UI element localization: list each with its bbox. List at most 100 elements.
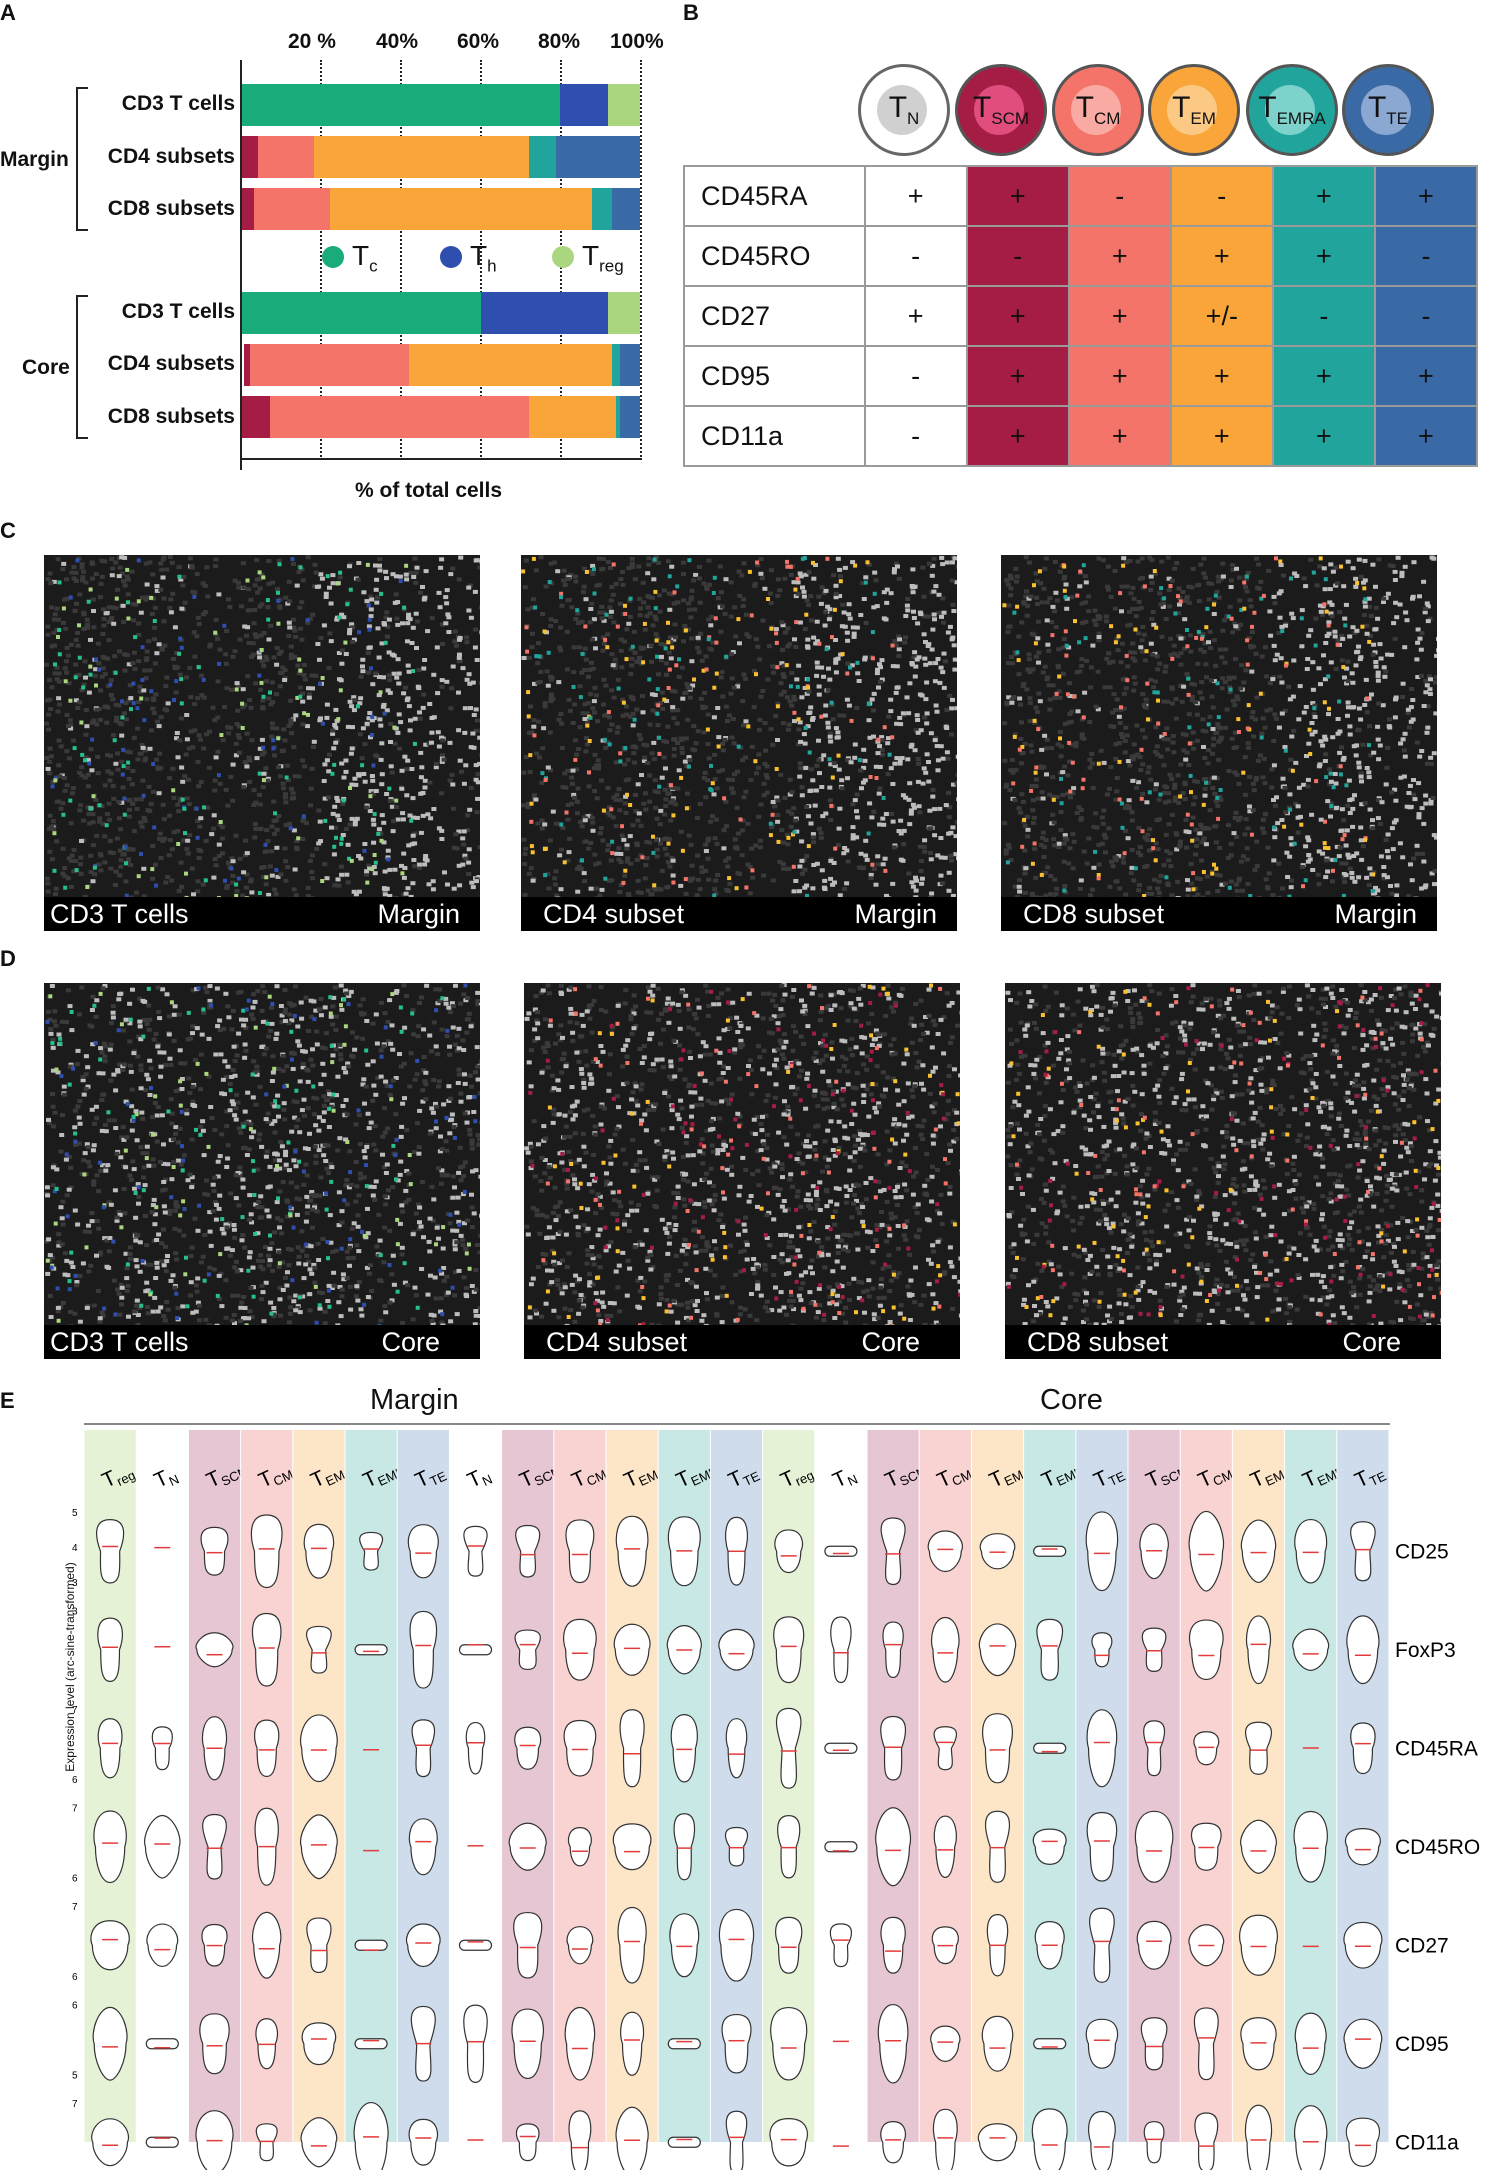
bar-segment-tte	[620, 344, 640, 386]
violin	[1188, 1619, 1224, 1681]
violin-y-tick: 3	[72, 1607, 78, 1618]
micrograph-cd4-core: CD4 subset Core	[524, 983, 960, 1359]
violin	[877, 2003, 909, 2084]
gridline-100	[640, 60, 642, 460]
bar-segment-temra	[612, 344, 621, 386]
violin	[667, 2038, 701, 2050]
row-label-margin-cd8: CD8 subsets	[107, 197, 235, 220]
violin	[617, 1906, 647, 1984]
violin-y-tick: 7	[72, 2099, 78, 2110]
marker-table: CD45RA + + - - + + CD45RO - - + + + - CD27 + + + +/- - - CD95…	[683, 165, 1479, 467]
micrograph-cd8-core: CD8 subset Core	[1005, 983, 1441, 1359]
violin	[1240, 2017, 1277, 2071]
marker-cell: -	[863, 345, 968, 407]
marker-name: CD27	[683, 285, 866, 347]
violin	[1245, 1615, 1272, 1685]
violin	[1091, 1632, 1113, 1668]
violin	[255, 2018, 279, 2070]
violin	[1294, 2105, 1328, 2170]
violin	[725, 1718, 748, 1779]
bar-segment-tte	[612, 188, 640, 230]
subset-circle-inner	[1265, 85, 1315, 135]
violin	[829, 1923, 853, 1968]
row-label-core-cd3: CD3 T cells	[121, 300, 235, 323]
marker-cell: +	[1067, 405, 1172, 467]
marker-cell: +	[1373, 345, 1479, 407]
violin	[463, 1525, 488, 1577]
micrograph-caption: CD8 subset Core	[1005, 1325, 1441, 1359]
violin	[354, 1644, 388, 1656]
violin-y-tick: 5	[72, 2071, 78, 2082]
violin	[1085, 1511, 1119, 1592]
violin	[1139, 1523, 1169, 1580]
bar-segment-tcm	[253, 188, 330, 230]
row-label-core-cd8: CD8 subsets	[107, 405, 235, 428]
violin-y-tick: 7	[72, 1804, 78, 1815]
violin	[824, 1841, 858, 1853]
bar-margin-cd3	[242, 84, 640, 126]
core-group-line	[762, 1423, 1390, 1425]
marker-cell: +	[863, 165, 968, 227]
micrograph-cd3-core: CD3 T cells Core	[44, 983, 480, 1359]
bar-segment-tcm	[257, 136, 314, 178]
violin	[97, 1718, 123, 1779]
violin	[299, 1814, 338, 1880]
violin	[670, 1713, 698, 1783]
bar-segment-temra	[616, 396, 621, 438]
violin	[306, 1917, 332, 1974]
marker-cell: +	[1271, 165, 1376, 227]
violin-y-tick: 6	[72, 2001, 78, 2012]
violin	[91, 2118, 130, 2167]
violin	[666, 1625, 702, 1675]
legend-dot-tc	[322, 246, 344, 268]
violin	[354, 1939, 388, 1951]
micrograph-cd3-margin: CD3 T cells Margin	[44, 555, 480, 931]
violin	[563, 1719, 597, 1777]
subset-circle-label: TN	[888, 91, 920, 128]
violin-y-tick: 7	[72, 1902, 78, 1913]
violin	[615, 1515, 649, 1587]
violin	[930, 2025, 961, 2062]
violin	[1244, 1721, 1273, 1775]
violin	[405, 1923, 441, 1968]
violin	[566, 1926, 594, 1965]
violin	[824, 1742, 858, 1754]
violin	[1294, 2012, 1327, 2075]
subset-circle-label: TTE	[1367, 91, 1409, 128]
violin	[927, 1530, 963, 1573]
violin	[775, 1916, 803, 1974]
violin	[144, 1814, 181, 1879]
core-bracket	[76, 295, 88, 439]
violin	[880, 1916, 906, 1974]
violin	[254, 1719, 280, 1778]
row-label-margin-cd3: CD3 T cells	[121, 92, 235, 115]
violin	[718, 1908, 755, 1982]
subset-circle-inner	[1361, 85, 1411, 135]
bar-margin-cd8	[242, 188, 640, 230]
violin	[667, 1516, 701, 1587]
legend-label-th: Th	[470, 240, 497, 276]
marker-name: CD95	[683, 345, 866, 407]
tissue-texture	[524, 983, 960, 1325]
violin-column-bg	[814, 1430, 867, 2142]
group-label-margin: Margin	[370, 1384, 459, 1416]
violin	[458, 1939, 493, 1951]
marker-cell: +	[965, 285, 1070, 347]
violin-y-tick: 5	[72, 1508, 78, 1519]
violin	[824, 1545, 858, 1557]
marker-name: CD11a	[683, 405, 866, 467]
violin	[724, 1516, 749, 1586]
bar-segment-tcm	[269, 396, 529, 438]
marker-row-cd11a: CD11a - + + + + +	[683, 405, 1479, 467]
violin	[984, 1810, 1011, 1883]
violin	[511, 2008, 544, 2080]
violin	[1240, 1519, 1277, 1584]
micrograph-caption: CD4 subset Margin	[521, 897, 957, 931]
violin	[201, 1716, 228, 1781]
violin	[1343, 1921, 1383, 1969]
x-axis-line	[240, 458, 642, 460]
violin	[882, 1621, 904, 1679]
marker-cell: +	[965, 405, 1070, 467]
violin	[774, 1529, 804, 1574]
